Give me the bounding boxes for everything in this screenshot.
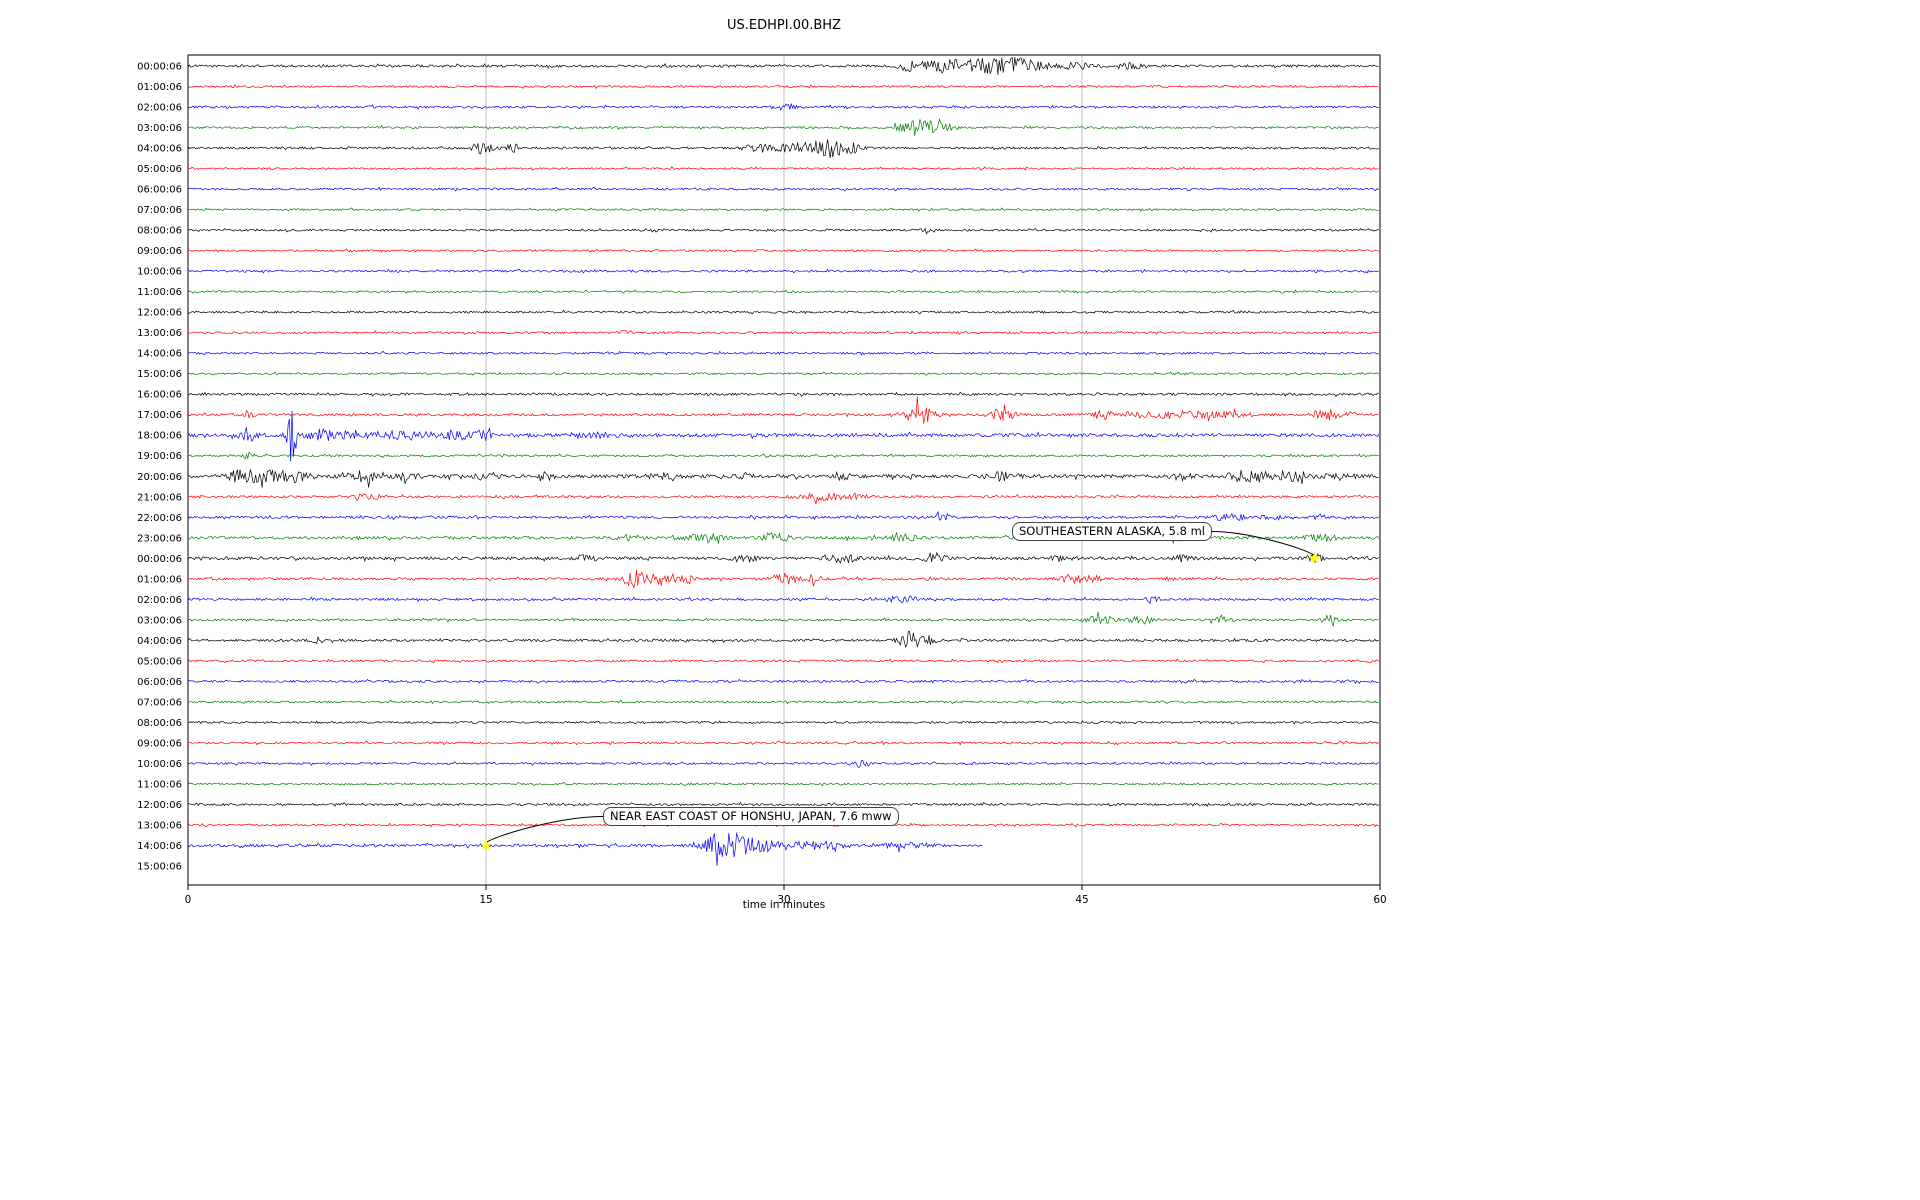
trace-row-15 (187, 371, 1380, 376)
annotation-southeastern-alaska: SOUTHEASTERN ALASKA, 5.8 ml (1012, 522, 1212, 541)
row-time-label: 15:00:06 (137, 369, 182, 380)
x-tick-label: 0 (185, 894, 192, 906)
trace-row-35 (187, 781, 1379, 787)
row-time-label: 12:00:06 (137, 308, 182, 319)
trace-row-19 (187, 451, 1379, 460)
trace-row-24 (187, 551, 1379, 564)
trace-row-11 (187, 289, 1379, 294)
trace-row-7 (187, 207, 1379, 212)
event-marker-star (1308, 552, 1321, 564)
trace-row-9 (187, 248, 1380, 253)
row-time-label: 05:00:06 (137, 656, 182, 667)
row-time-label: 15:00:06 (137, 862, 182, 873)
row-time-label: 09:00:06 (137, 738, 182, 749)
trace-row-13 (187, 329, 1380, 336)
row-time-label: 03:00:06 (137, 615, 182, 626)
row-time-label: 11:00:06 (137, 287, 182, 298)
trace-row-30 (187, 678, 1379, 685)
row-time-label: 06:00:06 (137, 185, 182, 196)
row-time-label: 13:00:06 (137, 328, 182, 339)
row-time-label: 04:00:06 (137, 144, 182, 155)
trace-row-36 (187, 801, 1379, 808)
trace-row-16 (187, 391, 1379, 398)
trace-row-33 (187, 740, 1380, 746)
row-time-label: 10:00:06 (137, 267, 182, 278)
trace-row-14 (188, 350, 1379, 356)
row-time-label: 03:00:06 (137, 123, 182, 134)
row-time-label: 07:00:06 (137, 205, 182, 216)
row-time-label: 01:00:06 (137, 82, 182, 93)
trace-row-31 (187, 699, 1379, 705)
trace-row-6 (187, 186, 1380, 192)
x-tick-label: 60 (1373, 894, 1386, 906)
trace-row-38 (187, 832, 983, 866)
trace-row-21 (187, 492, 1380, 505)
row-time-label: 10:00:06 (137, 759, 182, 770)
trace-row-29 (187, 658, 1380, 664)
row-time-label: 01:00:06 (137, 574, 182, 585)
annotation-honshu-japan: NEAR EAST COAST OF HONSHU, JAPAN, 7.6 mw… (603, 807, 899, 826)
x-tick-label: 45 (1075, 894, 1088, 906)
row-time-label: 08:00:06 (137, 718, 182, 729)
row-time-label: 16:00:06 (137, 390, 182, 401)
row-time-label: 02:00:06 (137, 595, 182, 606)
row-time-label: 05:00:06 (137, 164, 182, 175)
chart-title: US.EDHPI.00.BHZ (727, 18, 841, 33)
trace-row-20 (187, 469, 1379, 488)
trace-row-17 (187, 396, 1379, 424)
annotation-leader-line (485, 816, 604, 843)
trace-row-27 (187, 611, 1379, 627)
trace-row-10 (187, 268, 1379, 274)
x-tick-label: 30 (777, 894, 790, 906)
trace-row-18 (187, 410, 1380, 462)
trace-row-32 (187, 720, 1379, 725)
row-time-label: 23:00:06 (137, 533, 182, 544)
trace-row-8 (187, 227, 1379, 235)
row-time-label: 17:00:06 (137, 410, 182, 421)
row-time-label: 04:00:06 (137, 636, 182, 647)
row-time-label: 09:00:06 (137, 246, 182, 257)
row-time-label: 12:00:06 (137, 800, 182, 811)
trace-row-5 (187, 166, 1379, 171)
row-time-label: 14:00:06 (137, 349, 182, 360)
trace-row-1 (188, 84, 1379, 90)
trace-row-34 (187, 760, 1379, 768)
event-marker-star (480, 839, 492, 851)
x-tick-label: 15 (479, 894, 492, 906)
trace-row-0 (187, 56, 1379, 75)
row-time-label: 11:00:06 (137, 779, 182, 790)
annotation-leader-line (1211, 531, 1315, 556)
trace-row-2 (187, 103, 1379, 112)
row-time-label: 14:00:06 (137, 841, 182, 852)
row-time-label: 02:00:06 (137, 103, 182, 114)
row-time-label: 18:00:06 (137, 431, 182, 442)
row-time-label: 08:00:06 (137, 226, 182, 237)
trace-row-12 (187, 309, 1379, 315)
trace-row-28 (187, 630, 1379, 648)
row-time-label: 07:00:06 (137, 697, 182, 708)
row-time-label: 22:00:06 (137, 513, 182, 524)
row-time-label: 00:00:06 (137, 554, 182, 565)
row-time-label: 20:00:06 (137, 472, 182, 483)
trace-row-4 (187, 139, 1379, 158)
trace-row-3 (188, 117, 1379, 136)
trace-row-25 (187, 570, 1379, 589)
x-axis-label: time in minutes (742, 899, 826, 911)
trace-row-26 (187, 595, 1379, 605)
row-time-label: 00:00:06 (137, 62, 182, 73)
row-time-label: 06:00:06 (137, 677, 182, 688)
row-time-label: 19:00:06 (137, 451, 182, 462)
row-time-label: 13:00:06 (137, 820, 182, 831)
trace-row-22 (187, 510, 1380, 522)
row-time-label: 21:00:06 (137, 492, 182, 503)
